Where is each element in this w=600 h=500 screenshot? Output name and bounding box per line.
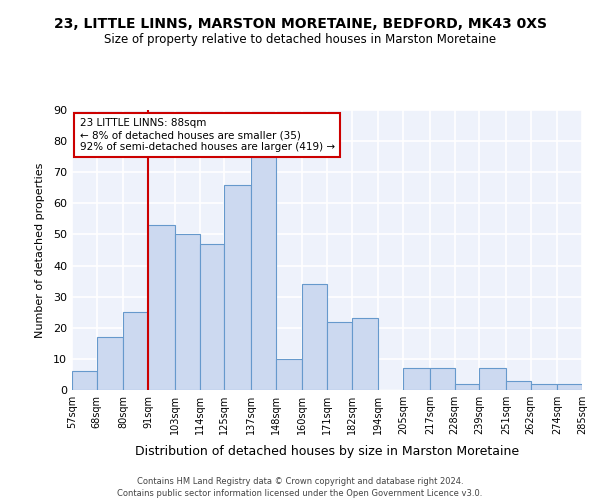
Bar xyxy=(557,384,582,390)
Y-axis label: Number of detached properties: Number of detached properties xyxy=(35,162,44,338)
Bar xyxy=(352,318,379,390)
Bar xyxy=(302,284,327,390)
Bar xyxy=(148,225,175,390)
Bar xyxy=(506,380,530,390)
Bar xyxy=(327,322,352,390)
Bar xyxy=(455,384,479,390)
Bar xyxy=(124,312,148,390)
Bar xyxy=(199,244,224,390)
Text: Contains HM Land Registry data © Crown copyright and database right 2024.: Contains HM Land Registry data © Crown c… xyxy=(137,478,463,486)
Text: Contains public sector information licensed under the Open Government Licence v3: Contains public sector information licen… xyxy=(118,489,482,498)
Bar xyxy=(275,359,302,390)
Bar xyxy=(430,368,455,390)
X-axis label: Distribution of detached houses by size in Marston Moretaine: Distribution of detached houses by size … xyxy=(135,446,519,458)
Bar xyxy=(251,156,275,390)
Text: 23, LITTLE LINNS, MARSTON MORETAINE, BEDFORD, MK43 0XS: 23, LITTLE LINNS, MARSTON MORETAINE, BED… xyxy=(53,18,547,32)
Bar xyxy=(224,184,251,390)
Bar xyxy=(72,372,97,390)
Text: 23 LITTLE LINNS: 88sqm
← 8% of detached houses are smaller (35)
92% of semi-deta: 23 LITTLE LINNS: 88sqm ← 8% of detached … xyxy=(80,118,335,152)
Bar xyxy=(479,368,506,390)
Bar xyxy=(97,337,124,390)
Bar xyxy=(175,234,199,390)
Bar xyxy=(530,384,557,390)
Text: Size of property relative to detached houses in Marston Moretaine: Size of property relative to detached ho… xyxy=(104,32,496,46)
Bar xyxy=(403,368,430,390)
